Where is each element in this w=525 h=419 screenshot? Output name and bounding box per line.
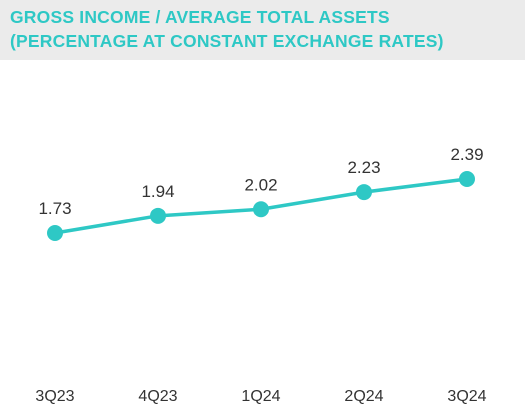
series-line-segment (156, 207, 263, 218)
title-bar: GROSS INCOME / AVERAGE TOTAL ASSETS (PER… (0, 0, 525, 60)
series-line-segment (362, 177, 469, 194)
data-label: 1.94 (141, 182, 174, 201)
data-label: 1.73 (38, 199, 71, 218)
data-label: 2.02 (244, 175, 277, 194)
data-points-group (47, 171, 475, 241)
data-label: 2.23 (347, 158, 380, 177)
x-tick-label: 3Q24 (447, 388, 486, 405)
chart-title-line-2: (PERCENTAGE AT CONSTANT EXCHANGE RATES) (10, 31, 444, 51)
x-tick-label: 1Q24 (241, 388, 280, 405)
data-labels-group: 1.73 1.94 2.02 2.23 2.39 (38, 145, 483, 218)
series-line-segment (53, 214, 160, 235)
data-point (47, 225, 63, 241)
series-line-segment (259, 190, 366, 212)
data-point (253, 201, 269, 218)
x-tick-label: 4Q23 (138, 388, 177, 405)
series-line-group (53, 177, 469, 235)
data-point (150, 207, 166, 224)
x-tick-label: 3Q23 (35, 388, 74, 405)
chart-title-line-1: GROSS INCOME / AVERAGE TOTAL ASSETS (10, 7, 390, 27)
x-axis-tick-labels: 3Q23 4Q23 1Q24 2Q24 3Q24 (35, 388, 486, 405)
data-point (459, 171, 475, 187)
data-label: 2.39 (450, 145, 483, 164)
data-point (356, 184, 372, 201)
x-tick-label: 2Q24 (344, 388, 383, 405)
